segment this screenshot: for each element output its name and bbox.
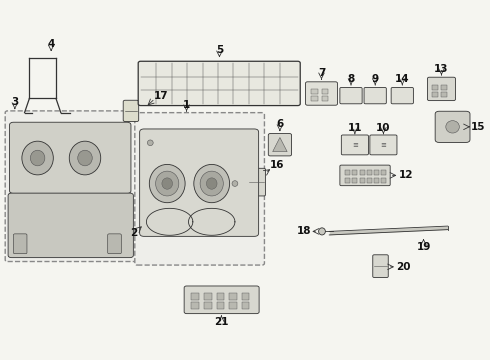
Bar — [367, 178, 372, 183]
FancyBboxPatch shape — [5, 111, 136, 261]
Bar — [311, 96, 318, 101]
Bar — [441, 85, 447, 90]
FancyBboxPatch shape — [138, 61, 300, 105]
Text: 21: 21 — [214, 318, 229, 328]
Text: 15: 15 — [471, 122, 486, 132]
FancyBboxPatch shape — [140, 129, 259, 237]
Ellipse shape — [194, 165, 230, 203]
Text: 14: 14 — [395, 74, 410, 84]
Ellipse shape — [318, 228, 325, 235]
Bar — [441, 92, 447, 97]
Text: 6: 6 — [276, 119, 284, 129]
Bar — [374, 170, 379, 175]
Bar — [229, 302, 237, 309]
Bar — [382, 170, 386, 175]
Text: 7: 7 — [318, 68, 325, 78]
Text: 5: 5 — [216, 45, 223, 55]
FancyBboxPatch shape — [135, 113, 265, 265]
Bar — [217, 293, 224, 300]
Bar — [204, 293, 212, 300]
FancyBboxPatch shape — [123, 100, 139, 122]
Bar — [432, 92, 438, 97]
FancyBboxPatch shape — [340, 87, 362, 104]
Text: 20: 20 — [396, 262, 411, 272]
FancyBboxPatch shape — [342, 135, 368, 155]
Text: 18: 18 — [296, 226, 311, 237]
Bar — [321, 89, 328, 94]
Text: 12: 12 — [399, 170, 414, 180]
Text: 10: 10 — [376, 122, 391, 132]
Ellipse shape — [156, 171, 179, 196]
Bar — [367, 170, 372, 175]
Bar — [360, 170, 365, 175]
FancyBboxPatch shape — [9, 122, 131, 193]
Bar — [352, 170, 357, 175]
Text: 2: 2 — [130, 228, 137, 238]
Ellipse shape — [232, 181, 238, 186]
Bar — [217, 302, 224, 309]
Bar — [360, 178, 365, 183]
Text: 16: 16 — [270, 160, 284, 170]
FancyBboxPatch shape — [269, 134, 292, 156]
Ellipse shape — [30, 150, 45, 166]
Text: 13: 13 — [434, 64, 449, 74]
Bar — [345, 178, 350, 183]
FancyBboxPatch shape — [373, 255, 388, 278]
Text: 4: 4 — [48, 39, 55, 49]
Text: 17: 17 — [154, 91, 169, 101]
Ellipse shape — [206, 178, 217, 189]
FancyBboxPatch shape — [370, 135, 397, 155]
FancyBboxPatch shape — [8, 193, 133, 258]
Ellipse shape — [69, 141, 101, 175]
Ellipse shape — [200, 171, 223, 196]
Text: 3: 3 — [11, 97, 19, 107]
Bar — [374, 178, 379, 183]
Bar — [432, 85, 438, 90]
Text: 8: 8 — [347, 74, 355, 84]
Ellipse shape — [446, 121, 459, 133]
Bar — [192, 302, 199, 309]
Bar — [321, 96, 328, 101]
Text: ≡: ≡ — [380, 142, 386, 148]
Text: 11: 11 — [347, 122, 362, 132]
Text: ≡: ≡ — [352, 142, 358, 148]
Ellipse shape — [78, 150, 92, 166]
Bar — [242, 302, 249, 309]
Ellipse shape — [162, 178, 172, 189]
Ellipse shape — [22, 141, 53, 175]
FancyBboxPatch shape — [13, 234, 27, 254]
FancyBboxPatch shape — [340, 165, 390, 186]
FancyBboxPatch shape — [427, 77, 456, 100]
Ellipse shape — [147, 140, 153, 145]
FancyBboxPatch shape — [364, 87, 386, 104]
Bar — [242, 293, 249, 300]
Polygon shape — [272, 138, 287, 152]
Text: 19: 19 — [416, 242, 431, 252]
Bar — [345, 170, 350, 175]
Text: 1: 1 — [183, 100, 190, 110]
Text: 9: 9 — [371, 74, 379, 84]
Bar — [311, 89, 318, 94]
Bar — [352, 178, 357, 183]
FancyBboxPatch shape — [184, 286, 259, 314]
Ellipse shape — [149, 165, 185, 203]
Bar — [229, 293, 237, 300]
FancyBboxPatch shape — [306, 82, 338, 105]
FancyBboxPatch shape — [391, 87, 414, 104]
FancyBboxPatch shape — [435, 111, 470, 143]
Bar — [192, 293, 199, 300]
FancyBboxPatch shape — [248, 168, 266, 196]
Bar — [204, 302, 212, 309]
Bar — [382, 178, 386, 183]
FancyBboxPatch shape — [108, 234, 121, 254]
